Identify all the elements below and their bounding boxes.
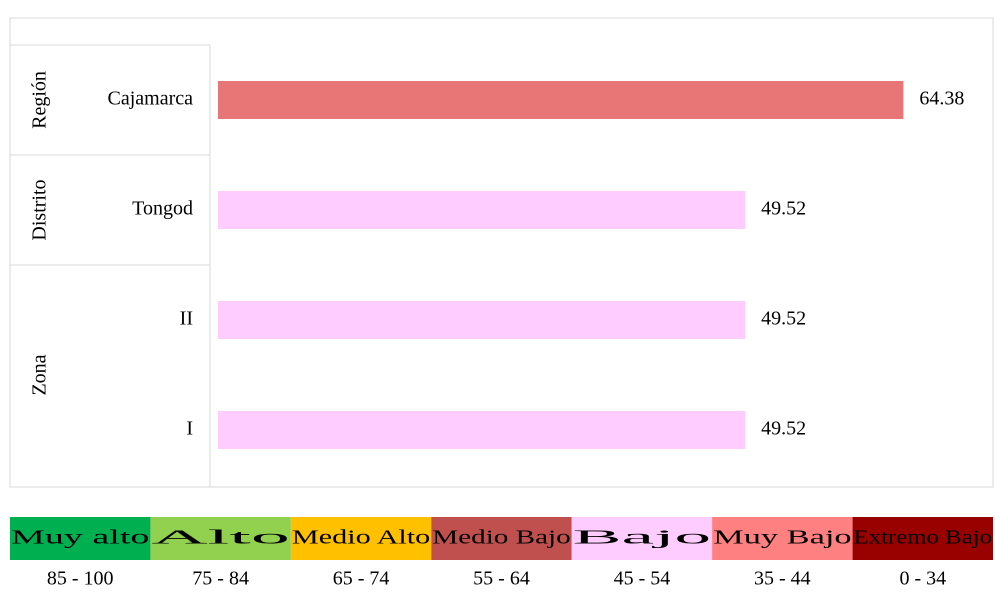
value-label: 64.38 [919, 88, 964, 110]
legend-range: 55 - 64 [473, 568, 530, 590]
y-tick-label: I [186, 418, 193, 440]
legend-range: 85 - 100 [47, 568, 114, 590]
value-label: 49.52 [761, 418, 806, 440]
legend-swatch [150, 517, 291, 560]
bar [218, 191, 746, 229]
y-tick-label: Cajamarca [108, 88, 194, 110]
legend-range: 0 - 34 [899, 568, 946, 590]
y-tick-label: II [180, 308, 193, 330]
y-tick-label: Tongod [132, 198, 193, 220]
value-label: 49.52 [761, 308, 806, 330]
legend-label: Medio Bajo [432, 527, 570, 549]
legend-range: 45 - 54 [614, 568, 671, 590]
group-label: Región [29, 71, 51, 129]
group-label: Distrito [29, 179, 51, 240]
bar [218, 411, 746, 449]
group-label: Zona [29, 354, 51, 395]
legend-swatch [431, 517, 572, 560]
legend-label: Alto [151, 527, 289, 549]
bar [218, 301, 746, 339]
legend-label: Bajo [573, 527, 711, 549]
legend-swatch [571, 517, 713, 560]
legend-swatch [852, 517, 993, 560]
legend-range: 35 - 44 [754, 568, 811, 590]
legend-label: Extremo Bajo [854, 527, 992, 549]
legend-range: 65 - 74 [333, 568, 390, 590]
legend-swatch [290, 517, 432, 560]
legend-label: Muy alto [11, 527, 149, 549]
bar [218, 81, 904, 119]
value-label: 49.52 [761, 198, 806, 220]
legend-label: Muy Bajo [713, 527, 851, 549]
legend-swatch [712, 517, 853, 560]
legend-label: Medio Alto [292, 527, 430, 549]
legend-range: 75 - 84 [192, 568, 249, 590]
legend-swatch [10, 517, 151, 560]
